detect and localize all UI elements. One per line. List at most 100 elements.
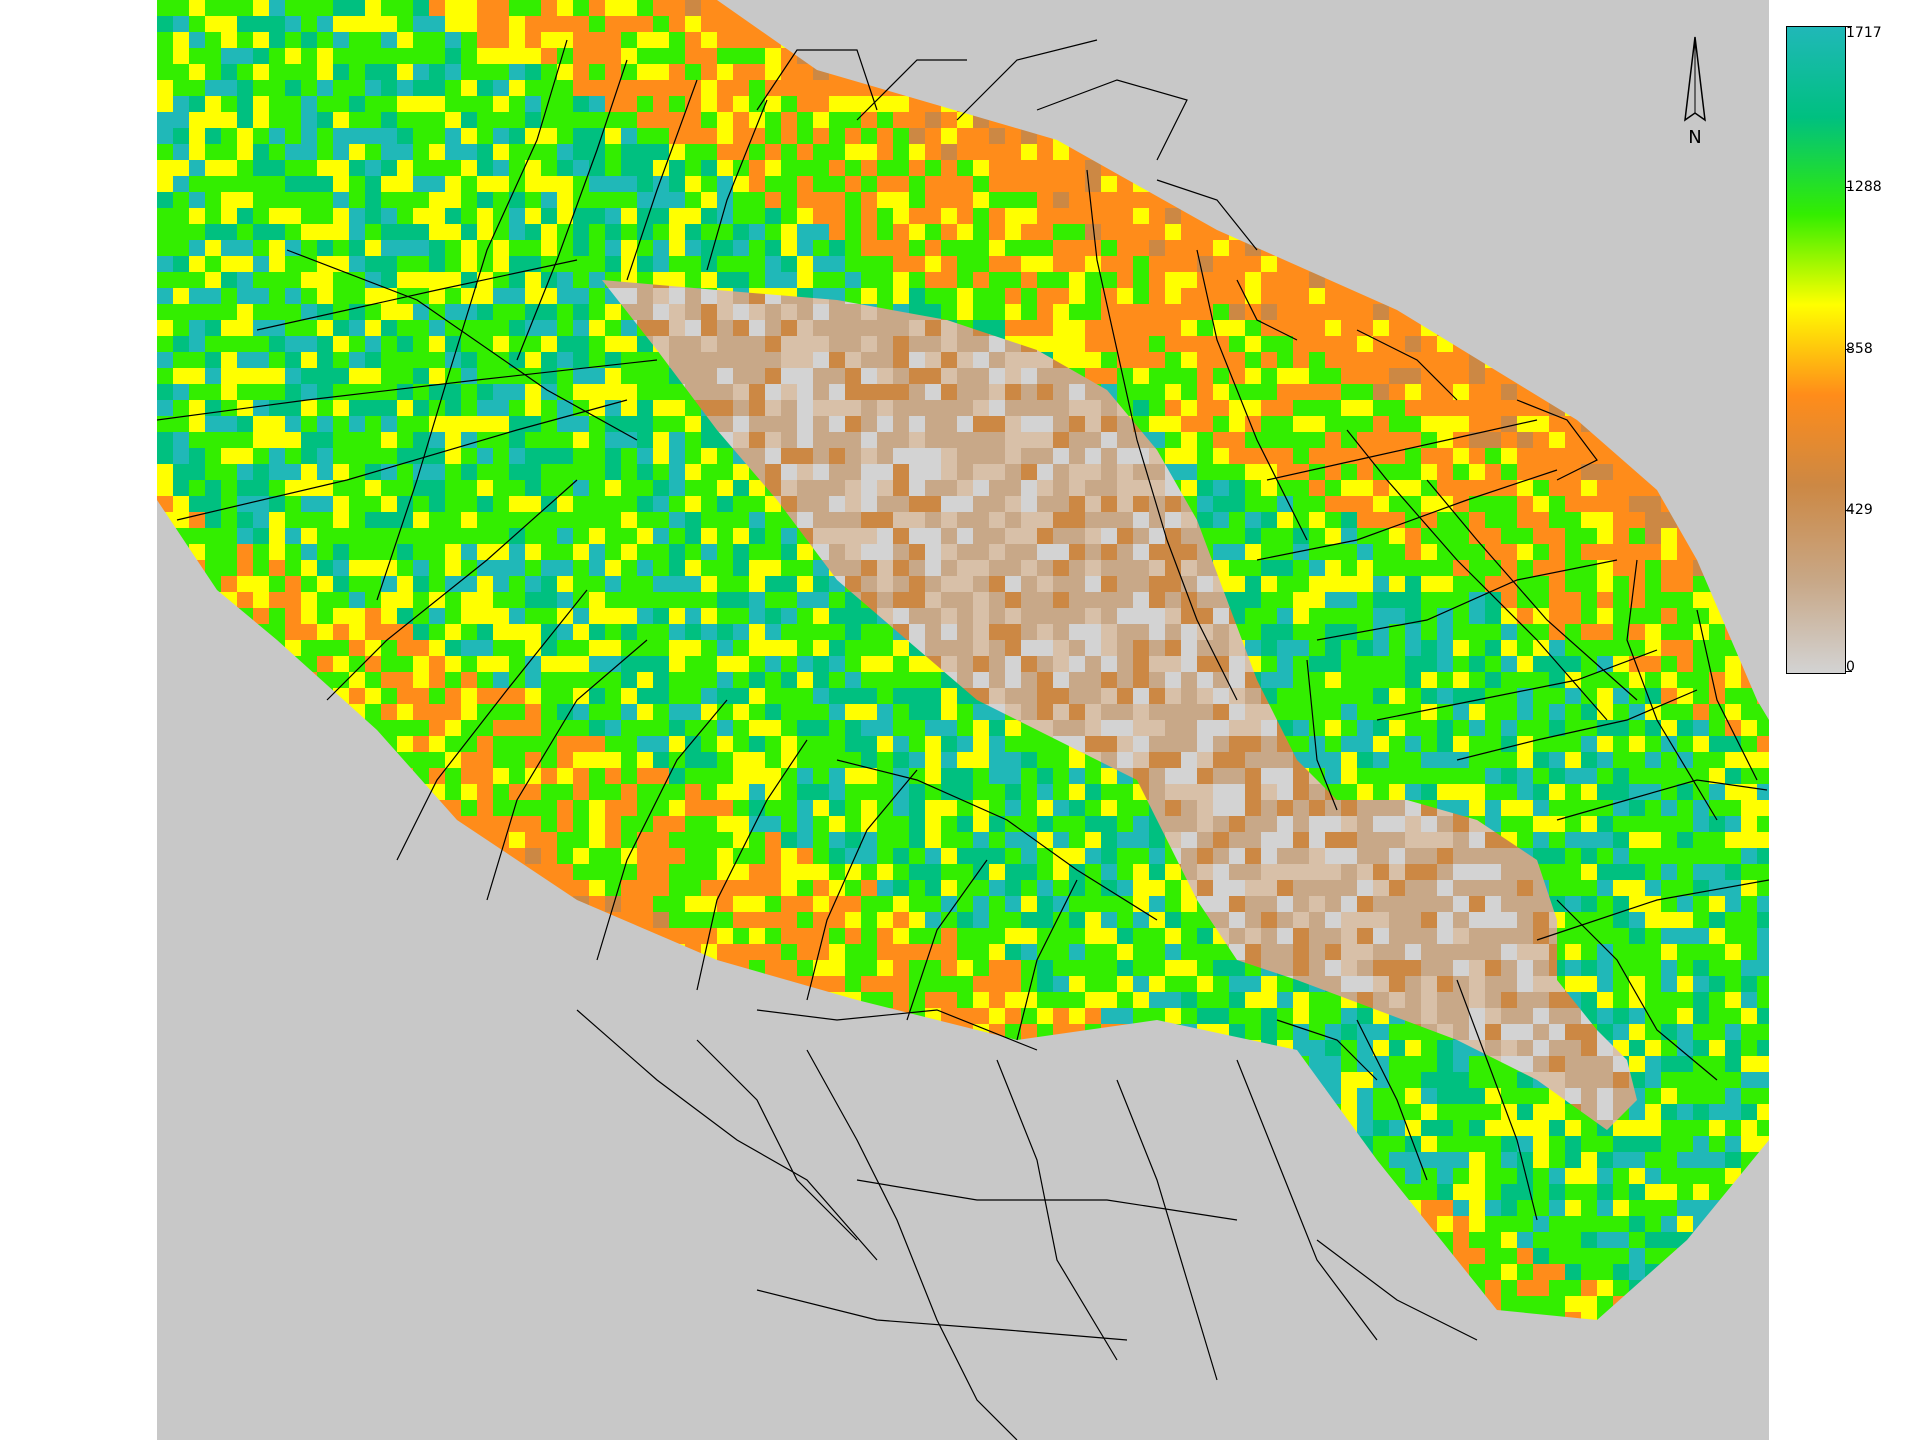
raster-cell (1117, 352, 1133, 368)
raster-cell (461, 352, 477, 368)
raster-cell (477, 624, 493, 640)
raster-cell (525, 624, 541, 640)
raster-cell (1405, 448, 1421, 464)
raster-cell (717, 592, 733, 608)
map-canvas[interactable] (157, 0, 1769, 1440)
raster-cell (1293, 448, 1309, 464)
raster-cell (1197, 288, 1213, 304)
raster-cell (1197, 272, 1213, 288)
raster-cell (1453, 416, 1469, 432)
raster-cell (253, 528, 269, 544)
raster-cell (525, 592, 541, 608)
raster-cell (733, 704, 749, 720)
raster-cell (1421, 496, 1437, 512)
raster-cell (621, 560, 637, 576)
raster-cell (1645, 768, 1661, 784)
raster-cell (1293, 560, 1309, 576)
raster-cell (1021, 752, 1037, 768)
raster-cell (1661, 608, 1677, 624)
raster-cell (269, 80, 285, 96)
raster-cell (397, 336, 413, 352)
raster-cell (605, 192, 621, 208)
raster-cell (381, 432, 397, 448)
raster-cell (813, 240, 829, 256)
raster-cell (173, 48, 189, 64)
raster-cell (573, 592, 589, 608)
raster-cell (813, 576, 829, 592)
raster-cell (477, 752, 493, 768)
raster-cell (1213, 272, 1229, 288)
raster-cell (861, 272, 877, 288)
raster-cell (397, 0, 413, 16)
raster-cell (525, 480, 541, 496)
raster-cell (365, 16, 381, 32)
raster-cell (333, 624, 349, 640)
raster-cell (893, 144, 909, 160)
raster-cell (1597, 672, 1613, 688)
raster-cell (397, 224, 413, 240)
raster-cell (765, 64, 781, 80)
raster-cell (925, 688, 941, 704)
raster-cell (1053, 144, 1069, 160)
raster-cell (525, 160, 541, 176)
raster-cell (877, 144, 893, 160)
raster-cell (1501, 704, 1517, 720)
raster-cell (173, 368, 189, 384)
raster-cell (685, 0, 701, 16)
raster-cell (765, 704, 781, 720)
raster-cell (973, 224, 989, 240)
raster-cell (541, 336, 557, 352)
raster-cell (1197, 496, 1213, 512)
raster-cell (1229, 352, 1245, 368)
raster-cell (669, 640, 685, 656)
raster-cell (589, 560, 605, 576)
raster-cell (589, 704, 605, 720)
raster-cell (589, 256, 605, 272)
raster-cell (925, 224, 941, 240)
raster-cell (189, 480, 205, 496)
raster-cell (797, 592, 813, 608)
raster-cell (877, 704, 893, 720)
raster-cell (1245, 592, 1261, 608)
raster-cell (573, 64, 589, 80)
raster-cell (701, 160, 717, 176)
raster-cell (973, 304, 989, 320)
raster-cell (237, 240, 253, 256)
raster-cell (1613, 624, 1629, 640)
raster-cell (1181, 352, 1197, 368)
raster-cell (749, 32, 765, 48)
raster-cell (1485, 528, 1501, 544)
raster-cell (429, 544, 445, 560)
raster-cell (1149, 400, 1165, 416)
raster-cell (637, 496, 653, 512)
raster-cell (189, 176, 205, 192)
raster-cell (1149, 224, 1165, 240)
raster-cell (557, 96, 573, 112)
raster-cell (1693, 752, 1709, 768)
raster-cell (1629, 736, 1645, 752)
raster-cell (189, 400, 205, 416)
raster-cell (253, 240, 269, 256)
raster-cell (877, 224, 893, 240)
raster-cell (461, 496, 477, 512)
raster-cell (589, 208, 605, 224)
raster-cell (637, 192, 653, 208)
raster-cell (893, 128, 909, 144)
raster-cell (1421, 448, 1437, 464)
raster-cell (845, 80, 861, 96)
raster-cell (589, 752, 605, 768)
raster-cell (1549, 752, 1565, 768)
raster-cell (1581, 480, 1597, 496)
raster-cell (221, 320, 237, 336)
raster-cell (253, 112, 269, 128)
raster-cell (989, 768, 1005, 784)
raster-cell (397, 464, 413, 480)
raster-cell (557, 656, 573, 672)
raster-cell (349, 688, 365, 704)
raster-cell (1645, 592, 1661, 608)
raster-cell (1533, 768, 1549, 784)
raster-cell (301, 400, 317, 416)
raster-cell (1677, 576, 1693, 592)
raster-cell (653, 192, 669, 208)
raster-cell (445, 240, 461, 256)
